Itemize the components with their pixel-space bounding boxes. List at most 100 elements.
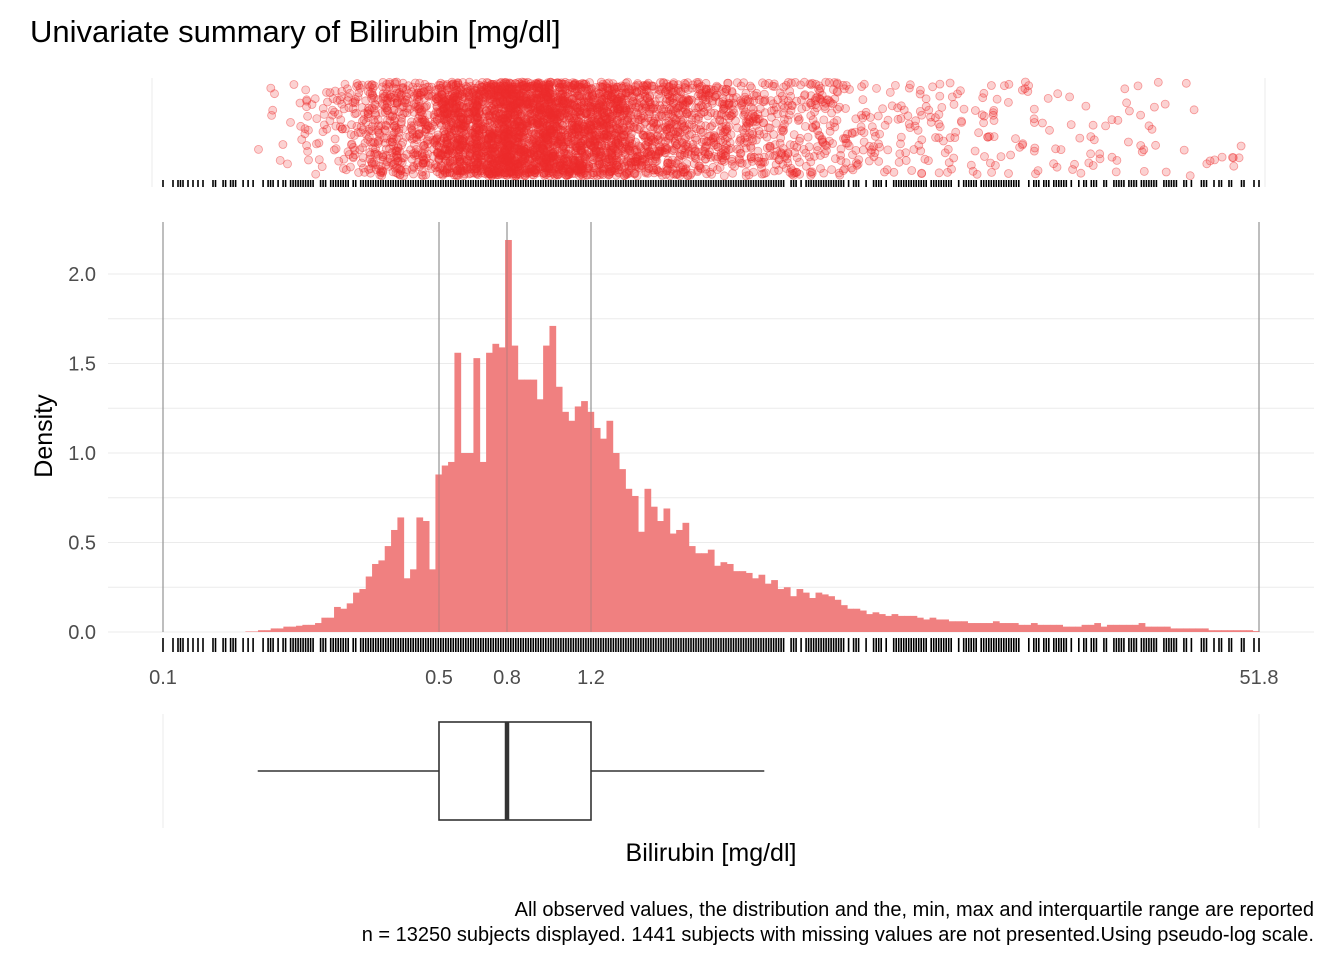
jitter-point: [506, 150, 515, 160]
jitter-point: [444, 106, 454, 116]
jitter-point: [474, 131, 484, 141]
jitter-point: [1066, 120, 1076, 129]
jitter-point: [394, 107, 404, 117]
jitter-point: [926, 117, 936, 127]
jitter-point: [500, 128, 510, 138]
jitter-point: [769, 79, 779, 89]
jitter-point: [508, 108, 518, 118]
jitter-point: [672, 140, 682, 149]
jitter-point: [442, 85, 452, 94]
jitter-point: [613, 104, 622, 114]
jitter-point: [872, 84, 881, 93]
jitter-point: [572, 165, 582, 175]
jitter-point: [665, 131, 674, 141]
jitter-point: [383, 106, 393, 115]
jitter-point: [365, 105, 375, 115]
jitter-point: [573, 121, 583, 130]
jitter-point: [622, 105, 631, 115]
jitter-point: [590, 128, 600, 138]
jitter-point: [792, 167, 801, 177]
jitter-point: [619, 157, 629, 167]
jitter-point: [598, 151, 607, 161]
jitter-point: [431, 97, 441, 107]
jitter-point: [318, 104, 328, 113]
jitter-point: [719, 156, 729, 166]
jitter-point: [644, 107, 654, 117]
jitter-point: [563, 132, 573, 142]
jitter-point: [661, 118, 671, 128]
jitter-point: [317, 162, 327, 172]
jitter-point: [634, 103, 643, 112]
jitter-point: [535, 103, 545, 113]
jitter-point: [500, 90, 510, 99]
jitter-point: [661, 170, 671, 179]
jitter-point: [643, 168, 653, 178]
jitter-point: [819, 168, 829, 178]
jitter-point: [980, 152, 989, 161]
jitter-point: [712, 154, 722, 164]
jitter-point: [704, 150, 714, 160]
jitter-point: [848, 129, 857, 138]
jitter-point: [838, 80, 848, 90]
jitter-point: [500, 155, 510, 165]
jitter-point: [589, 136, 599, 146]
jitter-point: [589, 163, 599, 173]
jitter-point: [678, 138, 688, 148]
jitter-point: [698, 94, 708, 104]
jitter-point: [545, 108, 555, 117]
jitter-point: [621, 88, 631, 98]
jitter-point: [660, 132, 670, 141]
jitter-point: [502, 155, 512, 165]
jitter-point: [413, 158, 423, 168]
jitter-point: [570, 109, 579, 119]
jitter-point: [916, 146, 926, 156]
jitter-point: [461, 103, 471, 113]
jitter-point: [541, 88, 550, 97]
jitter-point: [683, 171, 692, 181]
jitter-point: [481, 143, 491, 153]
jitter-point: [300, 124, 310, 134]
jitter-point: [1101, 121, 1110, 131]
jitter-point: [561, 153, 570, 163]
jitter-point: [614, 149, 624, 159]
jitter-point: [713, 142, 723, 152]
jitter-point: [500, 84, 510, 94]
jitter-point: [471, 135, 481, 145]
jitter-point: [1011, 134, 1020, 144]
jitter-point: [593, 140, 603, 150]
jitter-point: [621, 170, 631, 179]
jitter-point: [459, 126, 469, 136]
jitter-point: [412, 90, 422, 100]
jitter-point: [944, 158, 954, 168]
jitter-point: [833, 87, 842, 97]
jitter-point: [430, 163, 440, 173]
jitter-point: [591, 145, 601, 155]
jitter-point: [693, 103, 703, 113]
jitter-point: [1125, 106, 1134, 116]
jitter-point: [485, 169, 495, 179]
jitter-point: [593, 110, 602, 120]
jitter-point: [547, 113, 557, 123]
jitter-point: [448, 111, 458, 120]
jitter-point: [447, 127, 457, 137]
jitter-point: [549, 131, 558, 141]
jitter-point: [645, 92, 655, 102]
jitter-point: [579, 79, 589, 89]
jitter-point: [701, 88, 711, 97]
jitter-point: [1179, 145, 1189, 155]
jitter-point: [545, 89, 555, 98]
jitter-point: [496, 117, 506, 127]
jitter-point: [514, 118, 524, 127]
jitter-point: [350, 97, 360, 106]
jitter-point: [603, 90, 613, 100]
jitter-point: [586, 124, 596, 134]
jitter-point: [549, 155, 559, 165]
jitter-point: [559, 161, 568, 170]
jitter-point: [635, 142, 645, 152]
jitter-point: [489, 133, 499, 142]
jitter-point: [487, 150, 497, 160]
jitter-point: [661, 145, 670, 155]
jitter-point: [905, 123, 915, 132]
jitter-point: [406, 121, 416, 130]
jitter-point: [525, 138, 534, 148]
